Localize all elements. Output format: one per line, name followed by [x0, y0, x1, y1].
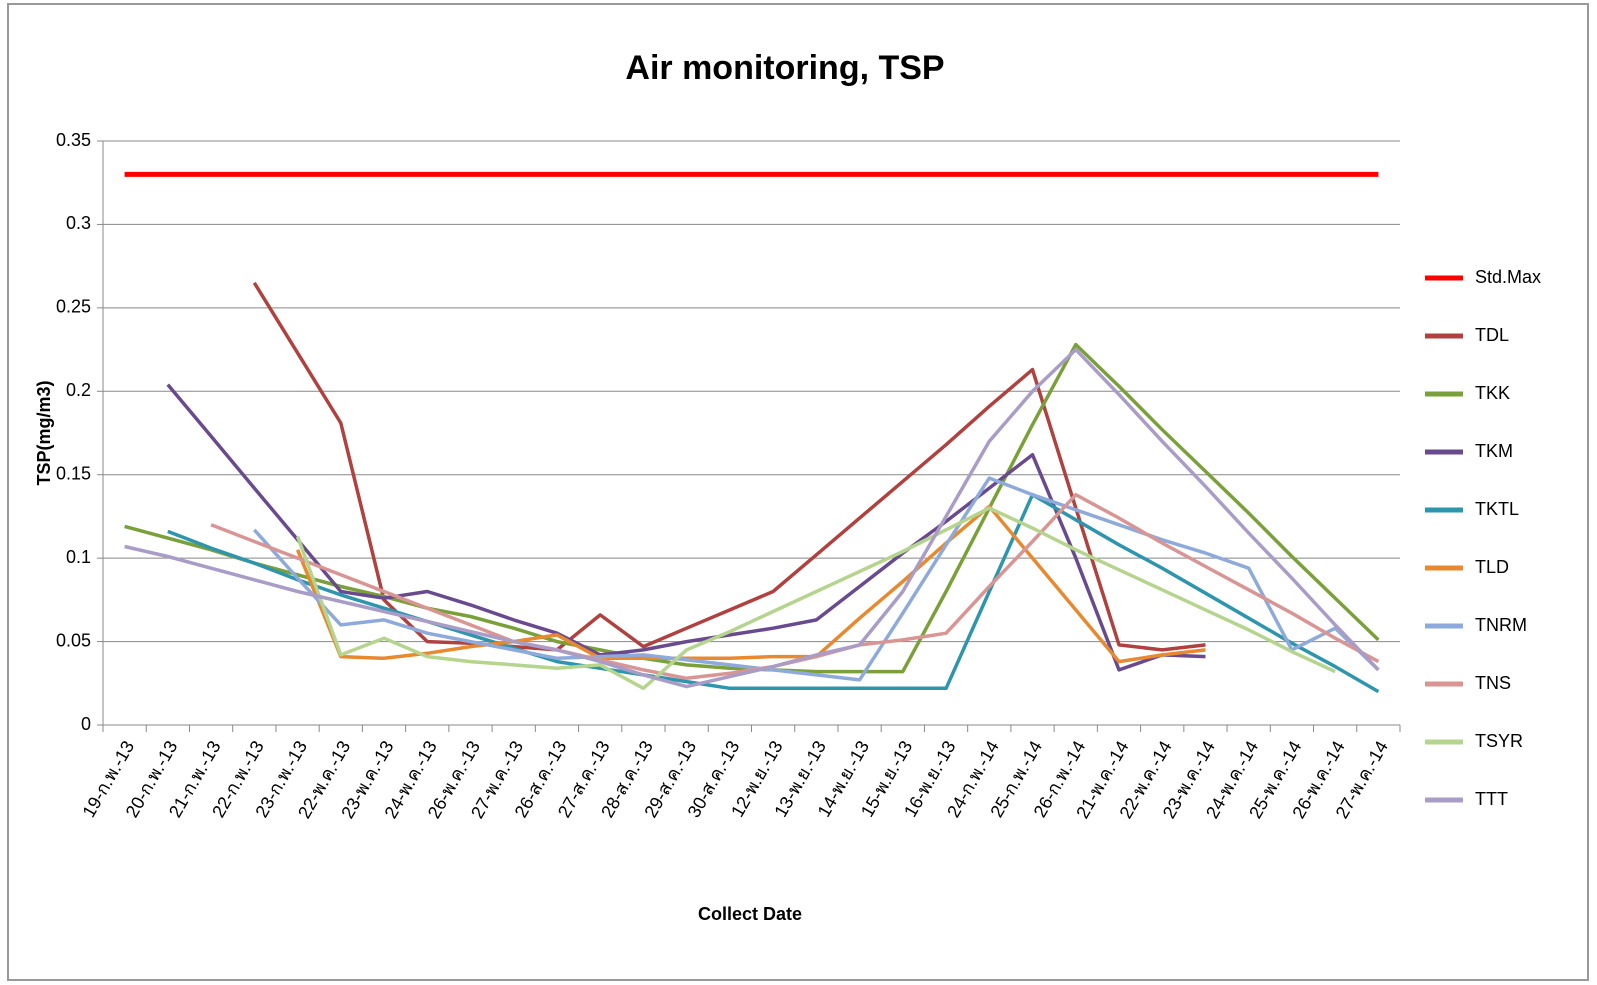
y-tick-label: 0.05 [56, 630, 91, 650]
series-line [167, 492, 1380, 694]
y-axis-title: TSP(mg/m3) [34, 380, 54, 485]
legend-label: TKM [1475, 441, 1513, 461]
y-tick-label: 0.3 [66, 213, 91, 233]
series-line [124, 347, 1380, 689]
legend-label: TKTL [1475, 499, 1519, 519]
y-tick-label: 0.25 [56, 297, 91, 317]
chart-border [7, 3, 1589, 981]
series-line [295, 504, 1206, 664]
series-line [295, 506, 1336, 691]
chart-title: Air monitoring, TSP [625, 49, 944, 87]
legend-label: TLD [1475, 557, 1509, 577]
y-tick-label: 0.2 [66, 380, 91, 400]
legend-label: TTT [1475, 789, 1508, 809]
legend-label: TNS [1475, 673, 1511, 693]
y-tick-label: 0.35 [56, 130, 91, 150]
legend-label: TSYR [1475, 731, 1523, 751]
y-tick-label: 0.1 [66, 547, 91, 567]
series-line [166, 383, 1206, 672]
legend-label: TKK [1475, 383, 1510, 403]
y-tick-label: 0 [81, 714, 91, 734]
y-tick-label: 0.15 [56, 463, 91, 483]
series-line [252, 476, 1380, 682]
legend-label: Std.Max [1475, 267, 1541, 287]
legend-label: TNRM [1475, 615, 1527, 635]
legend-label: TDL [1475, 325, 1509, 345]
x-axis-title: Collect Date [698, 904, 802, 924]
